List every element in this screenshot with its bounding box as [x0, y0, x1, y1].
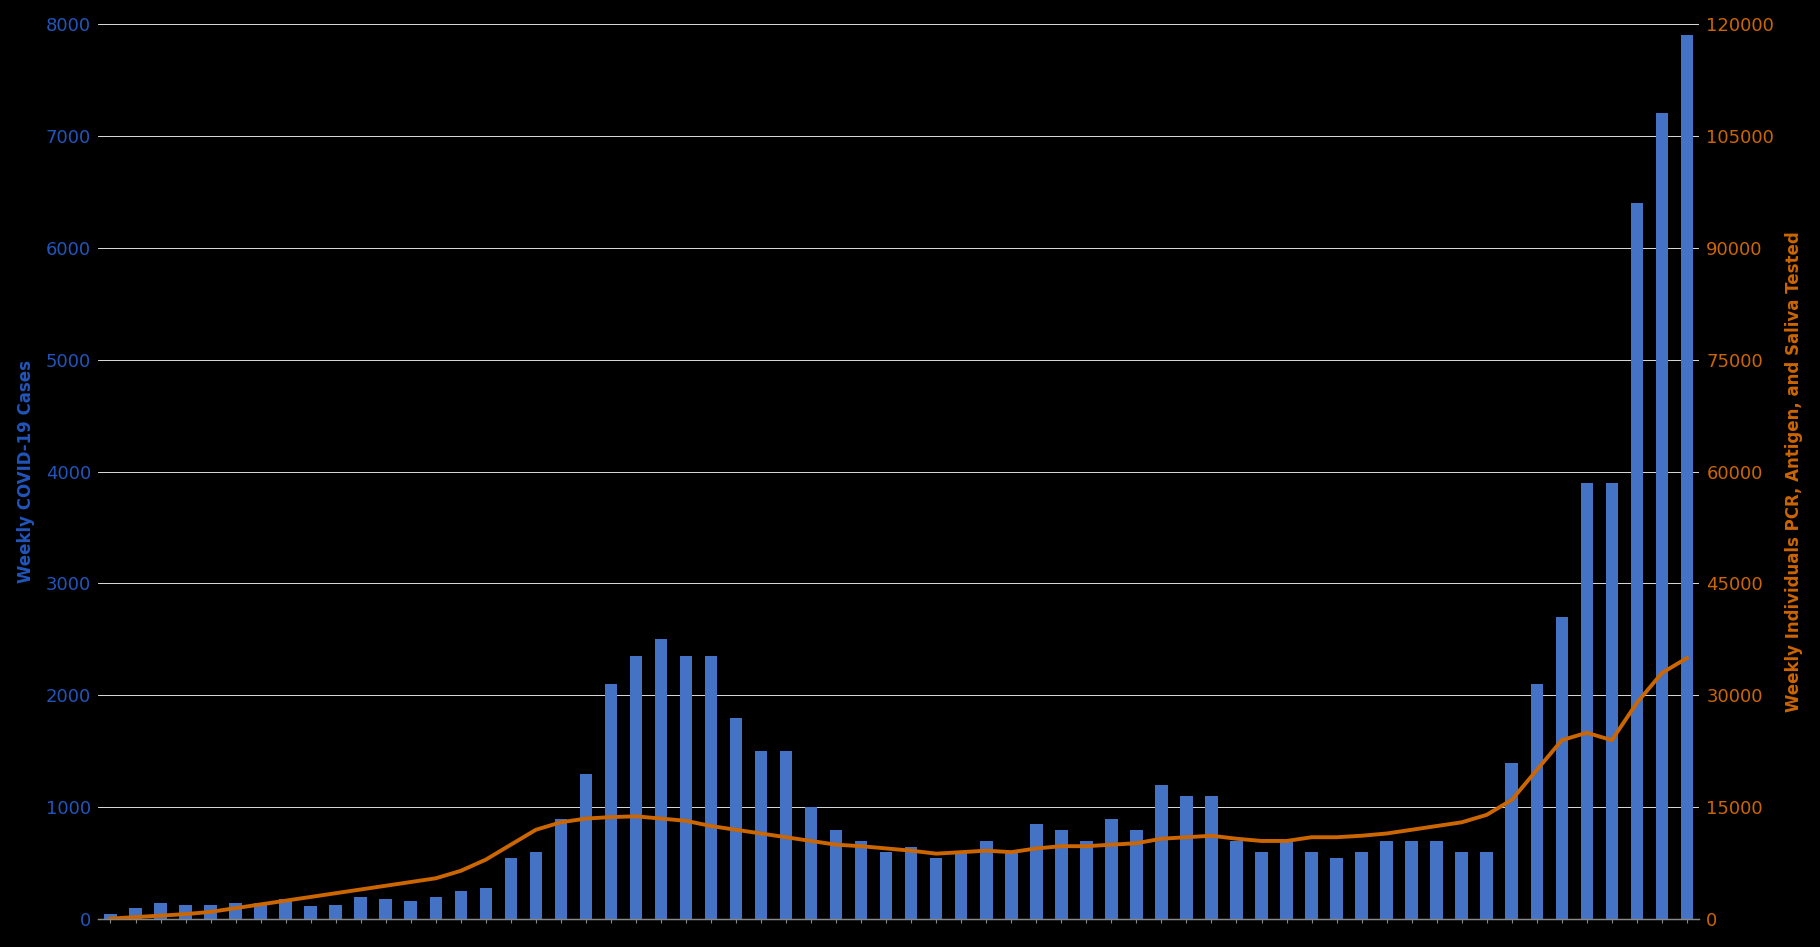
Bar [679, 656, 692, 920]
Bar [1305, 852, 1318, 920]
Bar [1505, 762, 1518, 920]
Bar [1205, 796, 1218, 920]
Bar [755, 751, 768, 920]
Bar [1230, 841, 1243, 920]
Bar [979, 841, 992, 920]
Bar [1431, 841, 1443, 920]
Bar [956, 852, 968, 920]
Bar [1631, 203, 1643, 920]
Bar [255, 902, 268, 920]
Bar [855, 841, 868, 920]
Bar [1680, 35, 1693, 920]
Bar [1279, 841, 1292, 920]
Bar [1556, 617, 1569, 920]
Bar [1056, 830, 1068, 920]
Bar [1156, 785, 1168, 920]
Bar [1330, 858, 1343, 920]
Bar [1256, 852, 1269, 920]
Bar [380, 900, 391, 920]
Bar [730, 718, 743, 920]
Bar [1405, 841, 1418, 920]
Bar [1531, 685, 1543, 920]
Bar [404, 902, 417, 920]
Bar [204, 904, 217, 920]
Bar [604, 685, 617, 920]
Bar [1580, 483, 1592, 920]
Bar [1130, 830, 1143, 920]
Bar [1030, 824, 1043, 920]
Bar [704, 656, 717, 920]
Y-axis label: Weekly COVID-19 Cases: Weekly COVID-19 Cases [16, 360, 35, 583]
Bar [180, 904, 191, 920]
Bar [1456, 852, 1469, 920]
Bar [280, 900, 291, 920]
Bar [479, 888, 491, 920]
Bar [355, 897, 368, 920]
Bar [1380, 841, 1392, 920]
Bar [104, 914, 116, 920]
Bar [1005, 852, 1017, 920]
Bar [504, 858, 517, 920]
Bar [1656, 114, 1669, 920]
Bar [155, 902, 167, 920]
Bar [779, 751, 792, 920]
Bar [329, 904, 342, 920]
Bar [630, 656, 642, 920]
Bar [655, 639, 668, 920]
Bar [229, 902, 242, 920]
Bar [1179, 796, 1192, 920]
Bar [304, 906, 317, 920]
Bar [1356, 852, 1369, 920]
Bar [804, 808, 817, 920]
Bar [455, 891, 468, 920]
Bar [905, 847, 917, 920]
Bar [129, 908, 142, 920]
Y-axis label: Weekly Individuals PCR, Antigen, and Saliva Tested: Weekly Individuals PCR, Antigen, and Sal… [1785, 231, 1804, 712]
Bar [879, 852, 892, 920]
Bar [1105, 818, 1117, 920]
Bar [430, 897, 442, 920]
Bar [1605, 483, 1618, 920]
Bar [1480, 852, 1492, 920]
Bar [555, 818, 568, 920]
Bar [830, 830, 843, 920]
Bar [579, 774, 592, 920]
Bar [1079, 841, 1092, 920]
Bar [930, 858, 943, 920]
Bar [530, 852, 542, 920]
